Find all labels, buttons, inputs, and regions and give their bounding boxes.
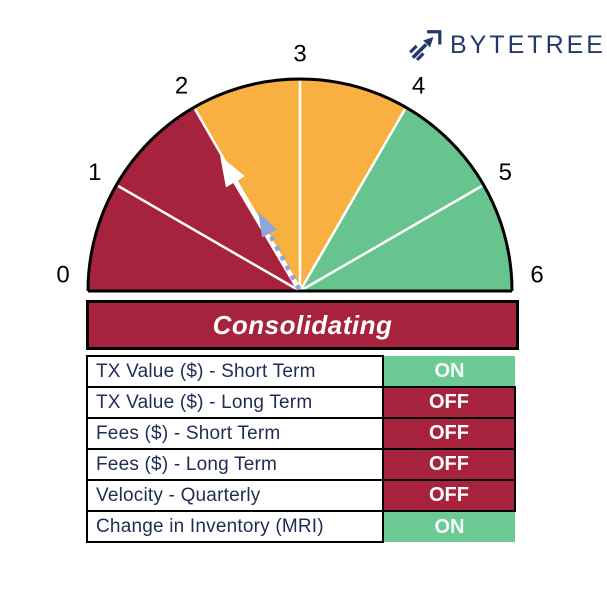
indicator-status-badge: ON — [383, 511, 515, 542]
gauge-tick-label: 1 — [88, 159, 101, 186]
gauge-divider — [299, 184, 483, 293]
indicator-table: TX Value ($) - Short Term ON TX Value ($… — [86, 355, 516, 543]
gauge-needle-secondary-head — [258, 212, 278, 238]
gauge-divider — [298, 108, 407, 292]
indicator-status-badge: OFF — [382, 479, 516, 512]
gauge-tick-label: 6 — [530, 262, 543, 289]
indicator-row: TX Value ($) - Short Term ON — [86, 355, 515, 388]
bytetree-logo: BYTETREE — [407, 28, 606, 62]
indicator-label: Fees ($) - Short Term — [86, 417, 384, 450]
trending-arrow-icon — [409, 30, 442, 61]
indicator-row: Velocity - Quarterly OFF — [86, 479, 516, 512]
indicator-status-badge: ON — [383, 356, 515, 387]
indicator-row: Fees ($) - Long Term OFF — [86, 448, 516, 481]
indicator-label: Velocity - Quarterly — [86, 479, 384, 512]
state-banner-label: Consolidating — [212, 309, 393, 340]
gauge-segment — [89, 108, 300, 291]
gauge-tick-label: 4 — [412, 72, 425, 99]
gauge-tick-label: 2 — [175, 72, 188, 99]
gauge-needle-secondary-shaft — [265, 228, 302, 291]
indicator-status-badge: OFF — [382, 417, 516, 450]
gauge-tick-label: 5 — [499, 159, 512, 186]
state-banner: Consolidating — [86, 300, 519, 350]
indicator-label: TX Value ($) - Long Term — [86, 386, 384, 419]
indicator-row: TX Value ($) - Long Term OFF — [86, 386, 516, 419]
indicator-label: Change in Inventory (MRI) — [86, 510, 384, 543]
indicator-status-badge: OFF — [382, 448, 516, 481]
indicator-label: Fees ($) - Long Term — [86, 448, 384, 481]
indicator-label: TX Value ($) - Short Term — [86, 355, 384, 388]
gauge-segment — [300, 108, 511, 291]
gauge-arc-outline — [86, 77, 514, 292]
indicator-status-badge: OFF — [382, 386, 516, 419]
logo-text: BYTETREE — [450, 30, 606, 59]
gauge-divider — [117, 184, 301, 293]
indicator-row: Fees ($) - Short Term OFF — [86, 417, 516, 450]
gauge-needle-current-head — [220, 155, 245, 188]
indicator-row: Change in Inventory (MRI) ON — [86, 510, 515, 543]
gauge-tick-label: 0 — [56, 262, 69, 289]
gauge-chart: 0 1 2 3 4 5 6 — [56, 41, 544, 293]
gauge-tick-label: 3 — [293, 41, 306, 68]
